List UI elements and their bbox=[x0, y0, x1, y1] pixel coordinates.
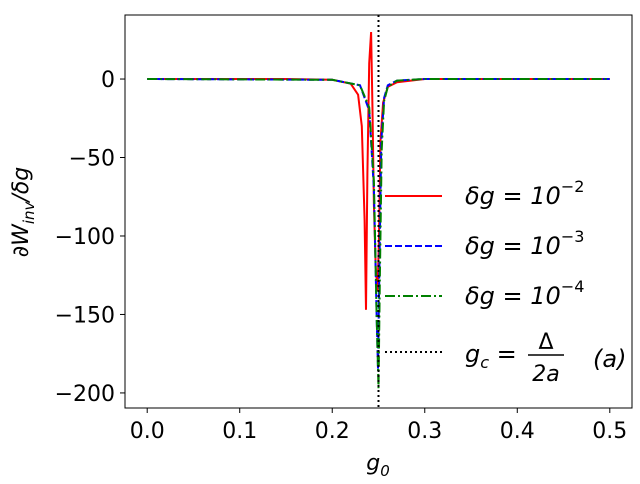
panel-annotation: (a) bbox=[593, 345, 626, 373]
y-tick-label: −50 bbox=[69, 147, 115, 172]
legend-label-3: δg = 10−4 bbox=[465, 277, 584, 310]
x-ticks: 0.0 0.1 0.2 0.3 0.4 0.5 bbox=[130, 408, 627, 444]
x-tick-label: 0.1 bbox=[222, 419, 257, 444]
legend-label-4: gc = bbox=[465, 340, 517, 372]
x-tick-label: 0.2 bbox=[315, 419, 350, 444]
y-tick-label: −150 bbox=[55, 303, 115, 328]
legend-fraction-numerator: Δ bbox=[538, 330, 553, 355]
legend: δg = 10−2 δg = 10−3 δg = 10−4 gc = Δ 2a … bbox=[385, 177, 626, 387]
legend-label-2: δg = 10−3 bbox=[465, 227, 584, 260]
y-axis-label: ∂Winv/δg bbox=[9, 167, 38, 258]
x-tick-label: 0.0 bbox=[130, 419, 165, 444]
y-tick-label: −100 bbox=[55, 225, 115, 250]
y-ticks: 0 −50 −100 −150 −200 bbox=[55, 68, 125, 407]
series-line-3 bbox=[147, 78, 610, 389]
y-tick-label: 0 bbox=[101, 68, 115, 93]
legend-fraction-denominator: 2a bbox=[532, 362, 559, 387]
legend-item-3: δg = 10−4 bbox=[385, 277, 584, 310]
x-axis-label: g0 bbox=[366, 451, 390, 480]
legend-label-1: δg = 10−2 bbox=[465, 177, 584, 210]
y-tick-label: −200 bbox=[55, 382, 115, 407]
series-group bbox=[147, 31, 610, 389]
x-tick-label: 0.4 bbox=[500, 419, 535, 444]
x-tick-label: 0.3 bbox=[407, 419, 442, 444]
legend-item-4: gc = Δ 2a (a) bbox=[385, 330, 626, 387]
x-tick-label: 0.5 bbox=[592, 419, 627, 444]
legend-item-2: δg = 10−3 bbox=[385, 227, 584, 260]
legend-item-1: δg = 10−2 bbox=[385, 177, 584, 210]
plot-frame bbox=[124, 14, 633, 409]
